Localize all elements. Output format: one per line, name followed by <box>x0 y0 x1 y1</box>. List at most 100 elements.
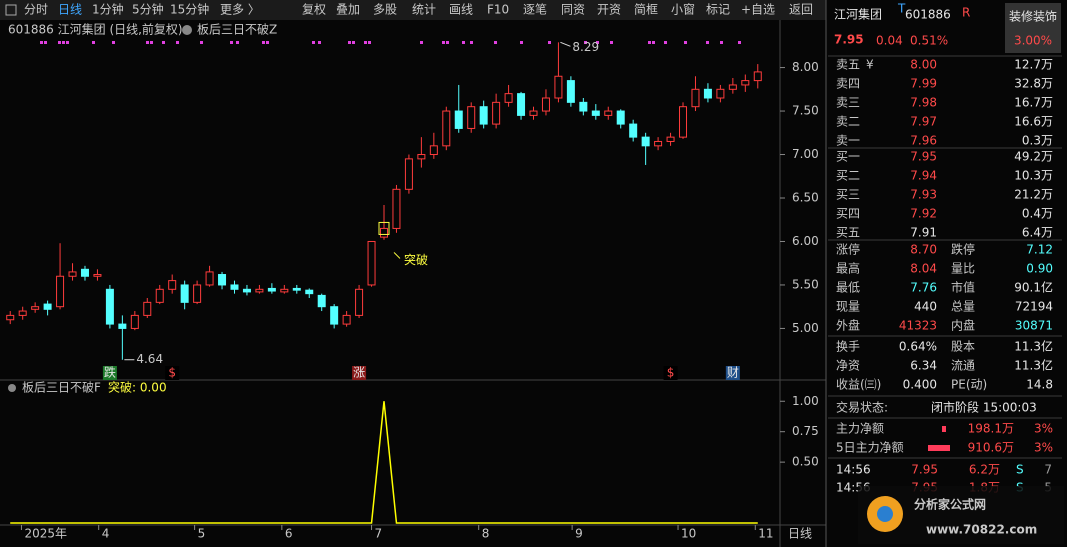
toolbar-button[interactable]: 画线 <box>449 3 473 17</box>
book-price: 7.96 <box>910 134 937 148</box>
formula-icon[interactable] <box>182 25 192 35</box>
stat-label: 最高 <box>836 261 860 276</box>
candle-body <box>429 145 438 156</box>
toolbar-tab[interactable]: 1分钟 <box>92 2 124 17</box>
signal-dot <box>442 41 445 44</box>
book-volume: 6.4万 <box>1022 226 1053 240</box>
toolbar-button[interactable]: F10 <box>487 3 509 17</box>
candle-body <box>417 154 426 160</box>
book-label: 买四 <box>836 207 860 221</box>
toolbar-button[interactable]: 复权 <box>302 3 326 17</box>
signal-dot <box>684 41 687 44</box>
sector-name[interactable]: 装修装饰 <box>1009 9 1057 24</box>
candle-body <box>616 110 625 125</box>
book-label: 买二 <box>836 169 860 183</box>
period-label[interactable]: 日线 <box>788 527 812 541</box>
book-label: 买五 <box>836 226 860 240</box>
stat-value: 6.34 <box>910 359 937 373</box>
stat-label: 跌停 <box>951 242 975 257</box>
candle-body <box>193 284 202 303</box>
stat-value: 0.400 <box>903 378 937 392</box>
stat-label: 涨停 <box>836 242 860 257</box>
candle-body <box>105 288 114 325</box>
stat-label: 换手 <box>836 340 860 354</box>
signal-dot <box>200 41 203 44</box>
event-label[interactable]: 财 <box>727 366 739 380</box>
x-tick-label: 11 <box>758 527 773 541</box>
candle-body <box>753 71 762 82</box>
toolbar-button[interactable]: 开资 <box>597 3 621 17</box>
formula-name[interactable]: 板后三日不破Z <box>197 22 277 37</box>
stock-name: 江河集团 <box>834 7 882 22</box>
toolbar-button[interactable]: 标记 <box>706 3 730 17</box>
breakout-label: 突破 <box>404 252 428 267</box>
candle-body <box>143 301 152 316</box>
sector-pct[interactable]: 3.00% <box>1014 34 1052 48</box>
toolbar-tab[interactable]: 15分钟 <box>170 2 209 17</box>
signal-dot <box>648 41 651 44</box>
toolbar-button[interactable]: 多股 <box>373 3 397 17</box>
signal-dot <box>58 41 61 44</box>
toolbar-button[interactable]: 统计 <box>412 3 436 17</box>
signal-dot <box>40 41 43 44</box>
signal-dot <box>420 41 423 44</box>
stat-value: 30871 <box>1015 319 1053 333</box>
toolbar-tab[interactable]: 5分钟 <box>132 2 164 17</box>
toolbar-button[interactable]: 返回 <box>789 3 813 17</box>
indicator-line <box>10 401 758 524</box>
candle-body <box>330 306 339 325</box>
trade-price: 7.95 <box>911 463 938 477</box>
event-label[interactable]: $ <box>168 366 176 380</box>
event-label[interactable]: $ <box>667 366 675 380</box>
stat-label: 市值 <box>951 280 975 295</box>
stat-label: 总量 <box>951 300 975 314</box>
min-label: 4.64 <box>136 352 163 366</box>
toolbar-button[interactable]: 小窗 <box>671 3 695 17</box>
signal-dot <box>146 41 149 44</box>
book-volume: 10.3万 <box>1014 169 1053 183</box>
signal-dot <box>230 41 233 44</box>
signal-dot <box>92 41 95 44</box>
signal-dot <box>262 41 265 44</box>
toolbar-button[interactable]: 逐笔 <box>523 2 547 17</box>
toolbar-tab[interactable]: 分时 <box>24 3 48 17</box>
status-value: 闭市阶段 15:00:03 <box>931 400 1037 415</box>
toolbar-tab[interactable]: 更多 〉 <box>220 3 260 17</box>
book-volume: 21.2万 <box>1014 188 1053 202</box>
signal-dot <box>610 41 613 44</box>
stat-label: PE(动) <box>951 378 987 392</box>
candle-body <box>80 268 89 277</box>
logo-title: 分析家公式网 <box>914 497 986 512</box>
signal-dot <box>348 41 351 44</box>
signal-dot <box>352 41 355 44</box>
toolbar-button[interactable]: 叠加 <box>336 3 360 17</box>
toolbar-tab[interactable]: 日线 <box>58 3 82 17</box>
book-volume: 12.7万 <box>1014 58 1053 72</box>
stat-label: 最低 <box>836 281 860 295</box>
toolbar-icon[interactable] <box>5 4 17 16</box>
event-label[interactable]: 跌 <box>104 365 116 380</box>
signal-dot <box>112 41 115 44</box>
signal-dot <box>720 41 723 44</box>
trade-volume: 6.2万 <box>969 463 1000 477</box>
x-tick-label: 6 <box>285 527 293 541</box>
book-volume: 16.7万 <box>1014 96 1053 110</box>
y-tick-label: 7.00 <box>792 147 819 161</box>
sector-button[interactable] <box>1005 3 1061 53</box>
toolbar-button[interactable]: 简框 <box>634 3 658 17</box>
candle-body <box>517 93 526 116</box>
candle-body <box>703 88 712 99</box>
candle-body <box>292 287 301 291</box>
candle-body <box>218 274 227 286</box>
book-price: 7.99 <box>910 77 937 91</box>
event-label[interactable]: 涨 <box>353 365 365 380</box>
x-tick-label: 9 <box>575 527 583 541</box>
toolbar-button[interactable]: 同资 <box>561 3 585 17</box>
breakout-arrow <box>393 252 401 259</box>
flow-bar <box>928 445 950 451</box>
event-marker <box>102 366 117 380</box>
toolbar-button[interactable]: +自选 <box>741 3 775 17</box>
stat-label: 净资 <box>836 359 860 373</box>
